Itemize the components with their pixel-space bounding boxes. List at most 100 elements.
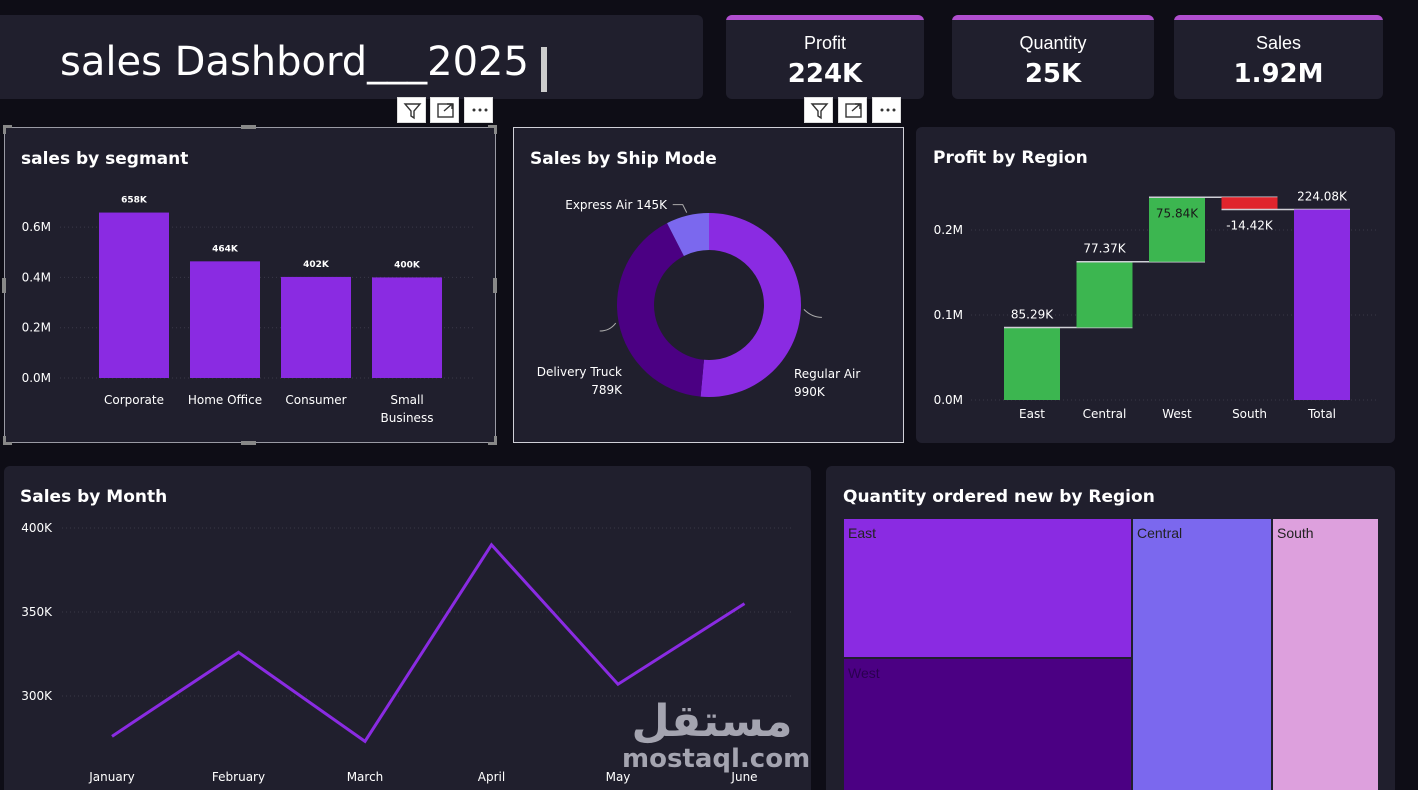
donut-slice — [700, 213, 801, 397]
data-label: 224.08K — [1297, 190, 1348, 204]
slice-value: 789K — [591, 383, 623, 397]
more-options-icon — [472, 108, 488, 112]
ship-mode-donut-chart: Regular Air 990K Delivery Truck 789K Express… — [537, 198, 861, 399]
kpi-card-quantity: Quantity 25K — [952, 15, 1154, 99]
resize-handle[interactable] — [488, 442, 497, 445]
leader-line — [803, 308, 822, 318]
resize-handle[interactable] — [3, 125, 12, 128]
focus-mode-icon — [437, 103, 454, 118]
segment-chart-card[interactable]: sales by segmant 0.0M 0.2M 0.4M 0.6M 658K Cor… — [4, 127, 496, 443]
slice-label: Regular Air — [794, 367, 860, 381]
x-tick-label: Small — [390, 393, 423, 407]
y-tick-label: 0.2M — [22, 321, 51, 335]
x-tick-label: January — [88, 770, 135, 784]
chart-title: Profit by Region — [933, 148, 1088, 168]
watermark-url: mostaql.com — [622, 744, 811, 774]
treemap-label: West — [848, 665, 880, 681]
kpi-label: Quantity — [1019, 33, 1087, 53]
resize-handle[interactable] — [241, 441, 256, 445]
y-tick-label: 0.1M — [934, 308, 963, 322]
resize-handle[interactable] — [3, 125, 6, 134]
treemap-tile-south[interactable]: South — [1272, 518, 1379, 790]
x-tick-label: Central — [1083, 407, 1127, 421]
x-tick-label: East — [1019, 407, 1045, 421]
data-label: 77.37K — [1083, 242, 1126, 256]
title-card: sales Dashbord___2025 — [0, 15, 703, 99]
waterfall-bar — [1294, 209, 1350, 400]
kpi-card-sales: Sales 1.92M — [1174, 15, 1383, 99]
chart-title: Sales by Ship Mode — [530, 149, 717, 169]
focus-mode-icon — [845, 103, 862, 118]
y-tick-label: 400K — [21, 521, 53, 535]
x-tick-label: February — [212, 770, 265, 784]
filter-button[interactable] — [804, 97, 833, 123]
resize-handle[interactable] — [3, 436, 6, 445]
data-label: 400K — [394, 260, 421, 270]
data-label: 464K — [212, 244, 239, 254]
treemap-tile-central[interactable]: Central — [1132, 518, 1272, 790]
segment-bar-chart: 0.0M 0.2M 0.4M 0.6M 658K Corporate 464K Home Of… — [22, 196, 475, 425]
chart-title: Sales by Month — [20, 487, 168, 507]
donut-slice — [617, 223, 704, 397]
more-options-button[interactable] — [464, 97, 493, 123]
resize-handle[interactable] — [241, 125, 256, 129]
y-tick-label: 350K — [21, 605, 53, 619]
y-tick-label: 0.0M — [22, 371, 51, 385]
treemap-label: Central — [1137, 525, 1183, 541]
text-cursor — [541, 47, 547, 92]
waterfall-bar — [1149, 197, 1205, 262]
x-tick-label: Consumer — [285, 393, 346, 407]
leader-line — [599, 322, 617, 332]
resize-handle[interactable] — [2, 278, 6, 293]
chart-title: sales by segmant — [21, 149, 189, 169]
resize-handle[interactable] — [493, 278, 497, 293]
more-options-button[interactable] — [872, 97, 901, 123]
x-tick-label: Corporate — [104, 393, 164, 407]
filter-button[interactable] — [397, 97, 426, 123]
more-options-icon — [880, 108, 896, 112]
ship-mode-chart-card[interactable]: Sales by Ship Mode Regular Air 990K Delive… — [513, 127, 904, 443]
kpi-value: 1.92M — [1233, 59, 1324, 89]
kpi-value: 224K — [787, 59, 863, 89]
bar — [372, 277, 442, 378]
x-tick-label: South — [1232, 407, 1267, 421]
kpi-value: 25K — [1024, 59, 1082, 89]
treemap-label: East — [848, 525, 877, 541]
leader-line — [672, 204, 688, 213]
treemap-tile-west[interactable]: West — [843, 658, 1132, 790]
y-tick-label: 300K — [21, 689, 53, 703]
sales-month-chart-card[interactable]: Sales by Month 300K 350K 400K January Februa… — [4, 466, 811, 790]
x-tick-label: Total — [1307, 407, 1336, 421]
x-tick-label: March — [347, 770, 384, 784]
slice-label: Express Air 145K — [565, 198, 668, 212]
sales-month-line-chart: 300K 350K 400K January February March April May… — [21, 521, 794, 784]
treemap-tile-east[interactable]: East — [843, 518, 1132, 658]
filter-icon — [403, 103, 422, 120]
donut-slice — [667, 213, 709, 257]
data-label: 402K — [303, 260, 330, 270]
waterfall-bar — [1004, 327, 1060, 400]
y-tick-label: 0.2M — [934, 223, 963, 237]
bar — [99, 212, 169, 378]
focus-mode-button[interactable] — [430, 97, 459, 123]
resize-handle[interactable] — [494, 436, 497, 445]
series-line — [111, 542, 746, 744]
x-tick-label: Business — [381, 411, 434, 425]
slice-value: 990K — [794, 385, 826, 399]
slice-label: Delivery Truck — [537, 365, 622, 379]
data-label: 85.29K — [1011, 308, 1054, 322]
resize-handle[interactable] — [3, 442, 12, 445]
y-tick-label: 0.4M — [22, 270, 51, 284]
resize-handle[interactable] — [488, 125, 497, 128]
focus-mode-button[interactable] — [838, 97, 867, 123]
resize-handle[interactable] — [494, 125, 497, 134]
quantity-region-chart-card[interactable]: Quantity ordered new by Region East West… — [826, 466, 1395, 790]
bar — [190, 261, 260, 378]
profit-region-chart-card[interactable]: Profit by Region 0.0M 0.1M 0.2M 85.29K East 7… — [916, 127, 1395, 443]
dashboard-title: sales Dashbord___2025 — [60, 39, 529, 85]
watermark: مستقل mostaql.com — [622, 700, 811, 775]
data-label: 75.84K — [1156, 206, 1199, 220]
kpi-label: Sales — [1255, 33, 1302, 53]
y-tick-label: 0.6M — [22, 220, 51, 234]
x-tick-label: West — [1162, 407, 1192, 421]
